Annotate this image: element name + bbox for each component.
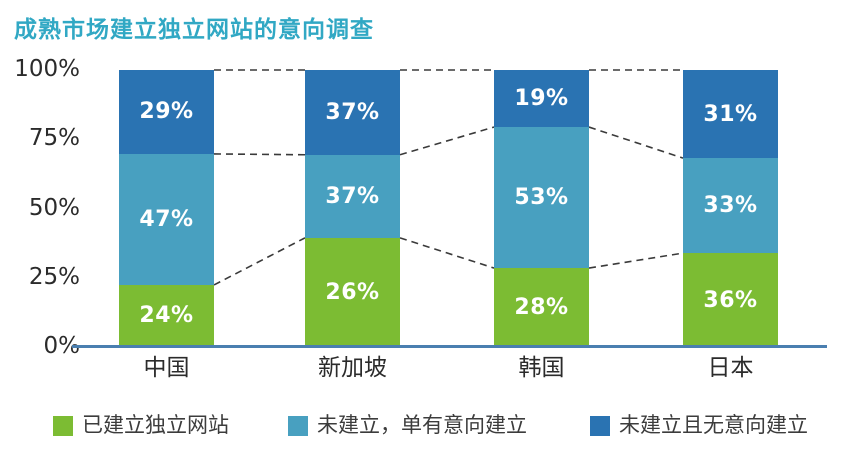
y-axis-tick-label: 0% xyxy=(43,333,81,360)
bar-segment-value: 47% xyxy=(139,206,194,232)
bar-segment-value: 19% xyxy=(514,86,569,112)
bar-segment-value: 28% xyxy=(514,295,569,321)
x-axis-category-label: 新加坡 xyxy=(318,355,387,381)
bar-segment-value: 24% xyxy=(139,303,194,329)
chart-title: 成熟市场建立独立网站的意向调查 xyxy=(14,17,374,43)
bar-segment: 33% xyxy=(683,158,778,254)
bar-segment: 19% xyxy=(494,70,589,128)
bar-segment: 26% xyxy=(305,237,400,347)
y-axis-tick-label: 100% xyxy=(14,56,80,83)
bar-segment-value: 26% xyxy=(325,279,380,305)
legend-label: 未建立且无意向建立 xyxy=(619,413,808,437)
legend-label: 已建立独立网站 xyxy=(82,413,229,437)
x-axis-category-label: 中国 xyxy=(143,355,190,381)
bar-segment: 31% xyxy=(683,70,778,159)
bar-segment: 37% xyxy=(305,70,400,155)
bar-segment: 53% xyxy=(494,127,589,269)
bar-segment: 24% xyxy=(119,284,214,347)
legend-item: 未建立且无意向建立 xyxy=(590,415,808,436)
legend-item: 未建立，单有意向建立 xyxy=(288,415,527,436)
legend-swatch-icon xyxy=(288,415,308,436)
legend-swatch-icon xyxy=(590,415,610,436)
x-axis-category-label: 日本 xyxy=(707,355,754,381)
bar-segment-value: 29% xyxy=(139,99,194,125)
bar-segment-value: 31% xyxy=(703,101,758,127)
bar-segment: 36% xyxy=(683,253,778,347)
bar-segment: 37% xyxy=(305,154,400,238)
y-axis-tick-label: 75% xyxy=(28,125,80,152)
bar-segment: 47% xyxy=(119,153,214,285)
legend-item: 已建立独立网站 xyxy=(53,415,229,436)
bar-segment: 28% xyxy=(494,268,589,347)
bar-segment-value: 37% xyxy=(325,183,380,209)
legend-swatch-icon xyxy=(53,415,73,436)
x-axis-line xyxy=(72,345,827,348)
y-axis-tick-label: 50% xyxy=(28,194,80,221)
legend-label: 未建立，单有意向建立 xyxy=(317,413,527,437)
bar-segment: 29% xyxy=(119,70,214,154)
bar-segment-value: 33% xyxy=(703,193,758,219)
bar-segment-value: 37% xyxy=(325,99,380,125)
y-axis-tick-label: 25% xyxy=(28,263,80,290)
bar-segment-value: 36% xyxy=(703,287,758,313)
bar-segment-value: 53% xyxy=(514,185,569,211)
x-axis-category-label: 韩国 xyxy=(518,355,565,381)
